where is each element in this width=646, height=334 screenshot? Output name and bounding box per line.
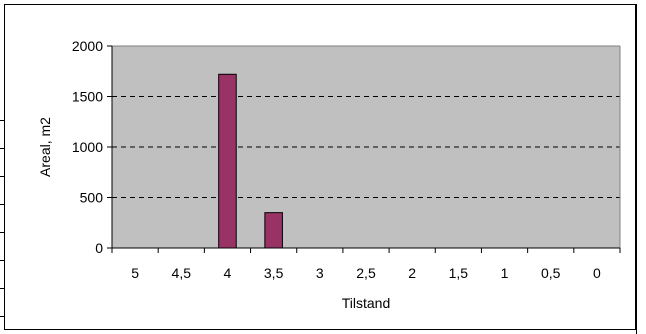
axes — [107, 45, 621, 253]
x-tick-label-3: 3 — [316, 265, 324, 281]
y-tick-label-1500: 1500 — [72, 89, 103, 105]
left-edge-tick — [0, 288, 5, 289]
left-edge-tick — [0, 260, 5, 261]
x-tick-label-3,5: 3,5 — [264, 265, 284, 281]
y-tick-label-0: 0 — [95, 240, 103, 256]
x-axis-label: Tilstand — [342, 295, 391, 311]
y-tick-label-2000: 2000 — [72, 38, 103, 54]
x-tick-label-0,5: 0,5 — [541, 265, 561, 281]
gridlines — [112, 45, 621, 248]
left-edge-tick — [0, 232, 5, 233]
frame-right-edge — [636, 4, 637, 334]
x-tick-label-0: 0 — [593, 265, 601, 281]
x-tick-label-1: 1 — [501, 265, 509, 281]
left-edge-tick — [0, 204, 5, 205]
x-tick-label-1,5: 1,5 — [449, 265, 469, 281]
x-tick-label-5: 5 — [131, 265, 139, 281]
left-edge-tick — [0, 316, 5, 317]
x-tick-label-2: 2 — [408, 265, 416, 281]
x-tick-label-4,5: 4,5 — [172, 265, 192, 281]
left-edge-tick — [0, 120, 5, 121]
x-tick-label-4: 4 — [224, 265, 232, 281]
left-edge-tick — [0, 176, 5, 177]
left-edge-ticks — [0, 0, 5, 334]
y-tick-label-500: 500 — [80, 190, 104, 206]
left-edge-tick — [0, 148, 5, 149]
bar-3,5 — [264, 212, 283, 249]
y-axis-label: Areal, m2 — [37, 117, 53, 177]
x-tick-labels: 5 4,5 4 3,5 3 2,5 2 1,5 1 0,5 0 — [131, 265, 601, 281]
x-tick-label-2,5: 2,5 — [356, 265, 376, 281]
bar-4 — [218, 73, 237, 249]
y-tick-label-1000: 1000 — [72, 139, 103, 155]
y-tick-labels: 0 500 1000 1500 2000 — [72, 38, 103, 256]
